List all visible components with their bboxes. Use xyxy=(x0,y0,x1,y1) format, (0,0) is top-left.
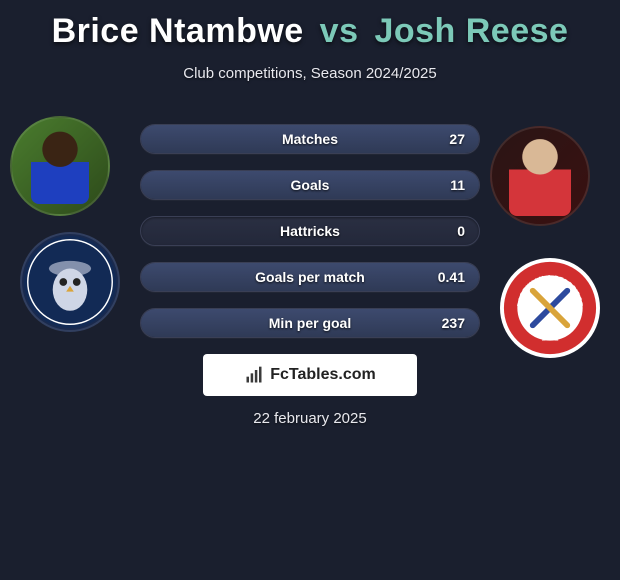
subtitle: Club competitions, Season 2024/2025 xyxy=(0,65,620,82)
stat-row: Matches 27 xyxy=(140,124,480,154)
stat-value-right: 27 xyxy=(449,131,465,147)
brand-text: FcTables.com xyxy=(270,366,376,384)
stat-value-right: 11 xyxy=(450,177,465,193)
player1-avatar xyxy=(10,116,110,216)
player1-name: Brice Ntambwe xyxy=(52,12,304,50)
stat-row: Hattricks 0 xyxy=(140,216,480,246)
vs-label: vs xyxy=(320,12,359,50)
stat-value-right: 0.41 xyxy=(438,269,465,285)
stat-value-right: 237 xyxy=(442,315,465,331)
stat-label: Matches xyxy=(282,131,338,147)
player2-name: Josh Reese xyxy=(374,12,568,50)
stats-container: Matches 27 Goals 11 Hattricks 0 Goals per matc… xyxy=(140,124,480,354)
bar-chart-icon xyxy=(244,365,264,385)
stat-value-right: 0 xyxy=(457,223,465,239)
stat-label: Min per goal xyxy=(269,315,351,331)
player2-avatar xyxy=(490,126,590,226)
brand-badge: FcTables.com xyxy=(203,354,417,396)
svg-text:1992: 1992 xyxy=(541,334,558,343)
player1-club-badge xyxy=(20,232,120,332)
stat-row: Goals per match 0.41 xyxy=(140,262,480,292)
stat-label: Goals xyxy=(291,177,330,193)
snapshot-date: 22 february 2025 xyxy=(0,410,620,427)
comparison-title: Brice Ntambwe vs Josh Reese xyxy=(0,0,620,51)
stat-row: Min per goal 237 xyxy=(140,308,480,338)
player2-club-badge: DAGENHAM & REDBRIDGE 1992 xyxy=(500,258,600,358)
stat-label: Hattricks xyxy=(280,223,340,239)
stat-label: Goals per match xyxy=(255,269,365,285)
stat-row: Goals 11 xyxy=(140,170,480,200)
